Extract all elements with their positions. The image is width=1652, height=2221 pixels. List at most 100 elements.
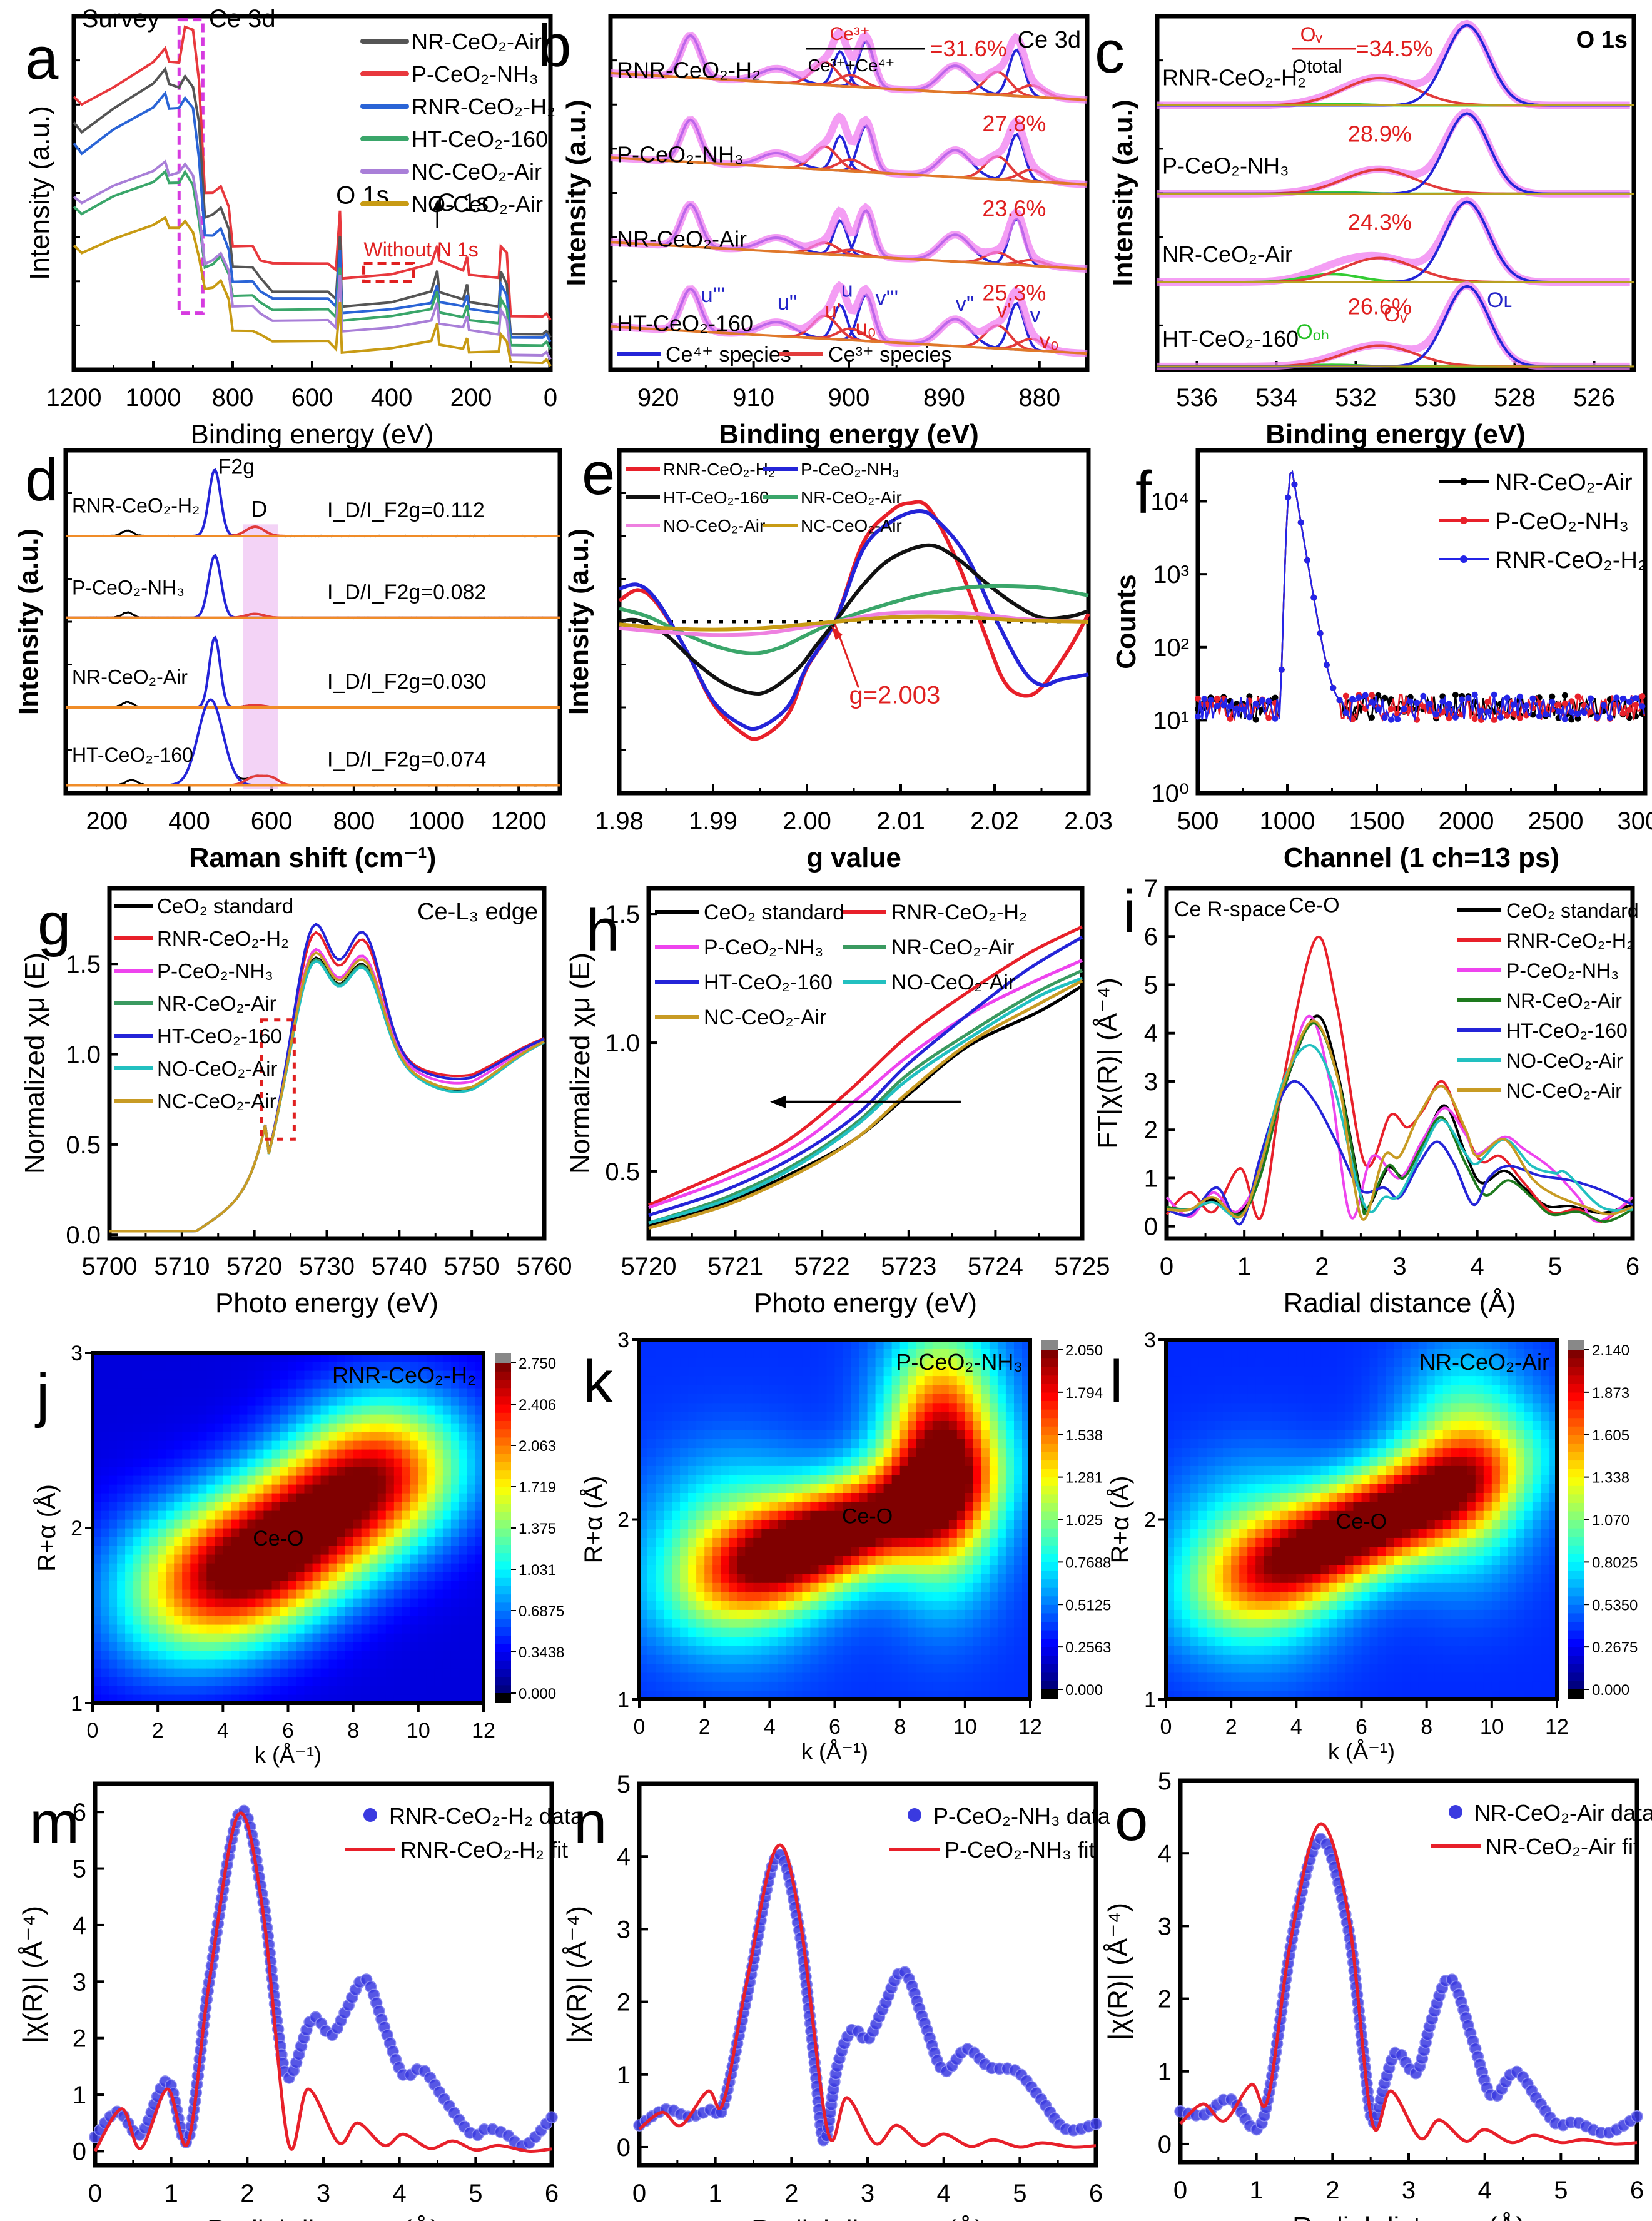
- heatmap-cell: [117, 1432, 126, 1441]
- heatmap-cell: [851, 1484, 860, 1493]
- heatmap-cell: [198, 1563, 207, 1572]
- heatmap-cell: [174, 1397, 183, 1406]
- heatmap-cell: [916, 1619, 925, 1628]
- heatmap-cell: [737, 1492, 746, 1502]
- heatmap-cell: [990, 1376, 998, 1385]
- heatmap-cell: [981, 1672, 990, 1682]
- heatmap-cell: [280, 1397, 289, 1406]
- heatmap-cell: [704, 1348, 713, 1358]
- heatmap-cell: [664, 1547, 672, 1556]
- heatmap-cell: [990, 1492, 998, 1502]
- heatmap-cell: [247, 1651, 256, 1660]
- heatmap-cell: [1174, 1646, 1183, 1655]
- heatmap-cell: [737, 1681, 746, 1691]
- heatmap-cell: [255, 1370, 264, 1380]
- heatmap-cell: [786, 1412, 794, 1421]
- heatmap-cell: [1182, 1484, 1191, 1493]
- heatmap-cell: [851, 1564, 860, 1574]
- heatmap-cell: [418, 1475, 427, 1485]
- heatmap-cell: [981, 1601, 990, 1610]
- heatmap-cell: [378, 1484, 387, 1494]
- heatmap-cell: [239, 1563, 248, 1572]
- heatmap-cell: [1207, 1502, 1215, 1511]
- heatmap-cell: [704, 1465, 713, 1475]
- heatmap-cell: [427, 1546, 435, 1555]
- heatmap-cell: [998, 1672, 1006, 1682]
- heatmap-cell: [321, 1493, 330, 1502]
- decay-point: [1253, 717, 1259, 723]
- heatmap-cell: [1006, 1502, 1015, 1511]
- heatmap-cell: [941, 1492, 950, 1502]
- heatmap-cell: [647, 1358, 656, 1367]
- heatmap-cell: [362, 1651, 370, 1660]
- heatmap-cell: [949, 1475, 958, 1484]
- heatmap-cell: [737, 1672, 746, 1682]
- heatmap-cell: [753, 1492, 762, 1502]
- heatmap-cell: [418, 1414, 427, 1424]
- heatmap-cell: [109, 1668, 118, 1677]
- heatmap-cell: [443, 1581, 452, 1590]
- heatmap-cell: [843, 1465, 852, 1475]
- heatmap-cell: [1198, 1529, 1207, 1538]
- heatmap-cell: [263, 1362, 272, 1371]
- heatmap-cell: [876, 1609, 884, 1619]
- heatmap-cell: [239, 1510, 248, 1520]
- decay-point: [1465, 695, 1471, 701]
- heatmap-cell: [998, 1664, 1006, 1673]
- heatmap-cell: [990, 1556, 998, 1565]
- heatmap-cell: [916, 1439, 925, 1448]
- heatmap-cell: [876, 1619, 884, 1628]
- heatmap-cell: [810, 1465, 819, 1475]
- heatmap-cell: [737, 1448, 746, 1457]
- heatmap-cell: [900, 1619, 909, 1628]
- heatmap-cell: [737, 1609, 746, 1619]
- heatmap-cell: [761, 1646, 770, 1655]
- heatmap-cell: [321, 1659, 330, 1669]
- heatmap-cell: [957, 1574, 966, 1583]
- heatmap-cell: [876, 1601, 884, 1610]
- heatmap-cell: [231, 1677, 240, 1686]
- heatmap-cell: [418, 1493, 427, 1502]
- heatmap-cell: [190, 1616, 199, 1625]
- heatmap-cell: [288, 1397, 297, 1406]
- heatmap-cell: [835, 1672, 844, 1682]
- heatmap-cell: [427, 1528, 435, 1537]
- heatmap-cell: [696, 1475, 705, 1484]
- heatmap-cell: [272, 1510, 281, 1520]
- heatmap-cell: [459, 1484, 468, 1494]
- heatmap-cell: [753, 1609, 762, 1619]
- heatmap-cell: [206, 1581, 215, 1590]
- heatmap-cell: [1006, 1636, 1015, 1646]
- heatmap-cell: [957, 1654, 966, 1664]
- heatmap-cell: [1014, 1601, 1023, 1610]
- heatmap-cell: [149, 1537, 158, 1546]
- heatmap-cell: [418, 1440, 427, 1450]
- heatmap-cell: [313, 1362, 322, 1371]
- heatmap-cell: [990, 1672, 998, 1682]
- heatmap-cell: [664, 1564, 672, 1574]
- heatmap-cell: [819, 1403, 828, 1412]
- heatmap-cell: [223, 1563, 231, 1572]
- heatmap-cell: [141, 1475, 150, 1485]
- heatmap-cell: [949, 1520, 958, 1529]
- heatmap-cell: [182, 1686, 191, 1695]
- heatmap-cell: [794, 1681, 803, 1691]
- heatmap-cell: [280, 1414, 289, 1424]
- heatmap-cell: [133, 1458, 142, 1467]
- heatmap-cell: [884, 1439, 893, 1448]
- heatmap-cell: [761, 1627, 770, 1637]
- y-tick-label: 4: [1144, 1020, 1158, 1048]
- heatmap-cell: [810, 1537, 819, 1547]
- heatmap-cell: [337, 1589, 346, 1599]
- heatmap-cell: [998, 1619, 1006, 1628]
- heatmap-cell: [239, 1397, 248, 1406]
- heatmap-cell: [443, 1510, 452, 1520]
- heatmap-cell: [1182, 1439, 1191, 1448]
- heatmap-cell: [745, 1582, 754, 1592]
- heatmap-cell: [786, 1367, 794, 1376]
- heatmap-cell: [892, 1403, 901, 1412]
- heatmap-cell: [753, 1636, 762, 1646]
- heatmap-cell: [223, 1633, 231, 1642]
- heatmap-cell: [835, 1574, 844, 1583]
- heatmap-cell: [810, 1492, 819, 1502]
